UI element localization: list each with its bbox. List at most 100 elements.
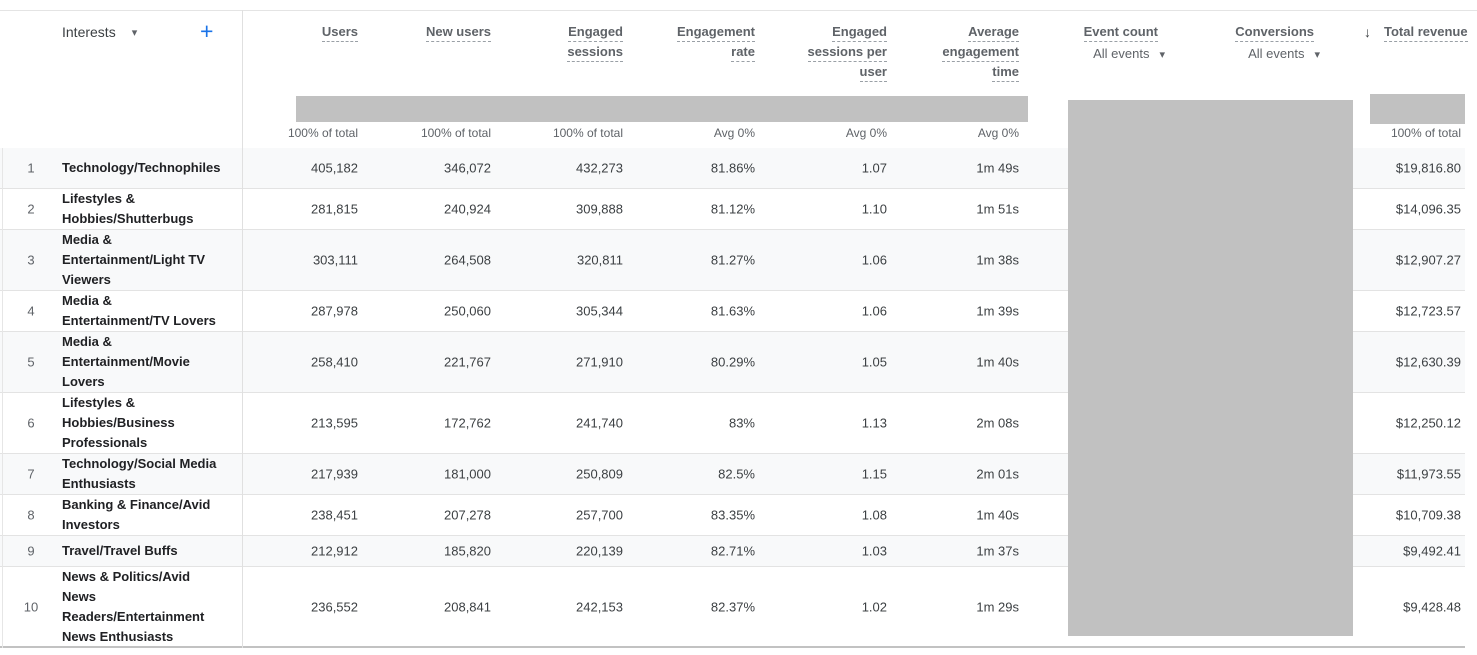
column-header-total_revenue[interactable]: Total revenue — [1384, 22, 1477, 42]
redacted-region-totals — [296, 96, 1028, 122]
cell-engagement_rate: 80.29% — [710, 354, 755, 370]
cell-average_engagement_time: 1m 40s — [976, 354, 1019, 370]
chevron-down-icon: ▾ — [1159, 49, 1165, 61]
filter-dropdown-label: All events — [1093, 46, 1150, 61]
cell-total_revenue: $12,630.39 — [1395, 354, 1461, 370]
column-header-label: Total revenue — [1384, 24, 1468, 42]
cell-engaged_sessions_per_user: 1.05 — [861, 354, 887, 370]
event_count-filter-dropdown[interactable]: All events ▾ — [1093, 44, 1165, 65]
column-summary-engaged_sessions: 100% of total — [552, 126, 623, 140]
conversions-filter-dropdown[interactable]: All events ▾ — [1248, 44, 1320, 65]
row-dimension-name: Technology/Technophiles — [62, 160, 221, 175]
filter-dropdown-label: All events — [1248, 46, 1305, 61]
column-header-label: New users — [425, 24, 491, 42]
cell-users: 236,552 — [311, 599, 358, 614]
row-index: 8 — [27, 507, 35, 523]
cell-engaged_sessions_per_user: 1.08 — [861, 507, 887, 523]
cell-average_engagement_time: 1m 38s — [976, 252, 1019, 268]
cell-engaged_sessions: 309,888 — [576, 201, 623, 217]
cell-new_users: 346,072 — [444, 160, 491, 176]
dimension-selector[interactable]: Interests ▾ — [62, 24, 137, 40]
redacted-region-revenue-total — [1370, 94, 1465, 124]
cell-average_engagement_time: 1m 40s — [976, 507, 1019, 523]
cell-total_revenue: $12,723.57 — [1395, 303, 1461, 319]
cell-average_engagement_time: 2m 01s — [976, 466, 1019, 482]
row-dimension-name: Technology/Social Media Enthusiasts — [62, 456, 217, 491]
cell-new_users: 264,508 — [444, 252, 491, 268]
column-header-label: rate — [731, 44, 755, 62]
cell-users: 303,111 — [312, 252, 358, 268]
table-left-border — [2, 148, 3, 648]
column-header-engaged_sessions_per_user[interactable]: Engaged sessions per user — [807, 22, 887, 82]
cell-engaged_sessions: 241,740 — [576, 415, 623, 431]
cell-engaged_sessions: 271,910 — [576, 354, 623, 370]
cell-engaged_sessions: 432,273 — [576, 160, 623, 176]
chevron-down-icon: ▾ — [1314, 49, 1320, 61]
row-dimension-name: Travel/Travel Buffs — [62, 543, 178, 558]
cell-engaged_sessions_per_user: 1.02 — [861, 599, 887, 614]
cell-new_users: 207,278 — [444, 507, 491, 523]
row-index: 1 — [27, 160, 35, 176]
cell-total_revenue: $10,709.38 — [1395, 507, 1461, 523]
row-index: 4 — [27, 303, 35, 319]
column-header-users[interactable]: Users — [321, 22, 358, 42]
column-header-label: Users — [321, 24, 358, 42]
column-header-engagement_rate[interactable]: Engagement rate — [676, 22, 755, 62]
cell-total_revenue: $19,816.80 — [1395, 160, 1461, 176]
cell-total_revenue: $12,250.12 — [1395, 415, 1461, 431]
column-header-label: time — [992, 64, 1019, 82]
table-row: 10 News & Politics/Avid News Readers/Ente… — [0, 567, 1465, 648]
column-summary-average_engagement_time: Avg 0% — [977, 126, 1019, 140]
column-header-average_engagement_time[interactable]: Average engagement time — [942, 22, 1019, 82]
column-header-new_users[interactable]: New users — [425, 22, 491, 42]
cell-users: 213,595 — [311, 415, 358, 431]
table-row: 6 Lifestyles & Hobbies/Business Professio… — [0, 393, 1465, 454]
table-top-rule — [0, 10, 1477, 11]
cell-average_engagement_time: 1m 49s — [976, 160, 1019, 176]
column-header-label: Engaged — [568, 24, 623, 42]
cell-average_engagement_time: 1m 29s — [976, 599, 1019, 614]
cell-engagement_rate: 83.35% — [710, 507, 755, 523]
column-header-event_count[interactable]: Event count — [1083, 22, 1158, 42]
column-header-engaged_sessions[interactable]: Engaged sessions — [567, 22, 623, 62]
column-header-conversions[interactable]: Conversions — [1235, 22, 1314, 42]
cell-users: 287,978 — [311, 303, 358, 319]
cell-average_engagement_time: 1m 39s — [976, 303, 1019, 319]
dimension-selector-label: Interests — [62, 24, 116, 40]
table-row: 8 Banking & Finance/Avid Investors 238,451… — [0, 495, 1465, 536]
column-header-label: Engaged — [832, 24, 887, 42]
cell-engagement_rate: 83% — [728, 415, 755, 431]
column-summary-new_users: 100% of total — [420, 126, 491, 140]
cell-engaged_sessions_per_user: 1.07 — [861, 160, 887, 176]
cell-engaged_sessions_per_user: 1.03 — [861, 543, 887, 559]
cell-new_users: 185,820 — [444, 543, 491, 559]
cell-engaged_sessions: 250,809 — [576, 466, 623, 482]
row-dimension-name: News & Politics/Avid News Readers/Entert… — [62, 568, 205, 644]
column-summary-total_revenue: 100% of total — [1390, 126, 1461, 140]
column-header-label: Average — [968, 24, 1019, 42]
cell-engagement_rate: 81.63% — [710, 303, 755, 319]
cell-engaged_sessions_per_user: 1.06 — [861, 252, 887, 268]
cell-engaged_sessions: 305,344 — [576, 303, 623, 319]
cell-engaged_sessions: 257,700 — [576, 507, 623, 523]
cell-users: 405,182 — [311, 160, 358, 176]
row-dimension-name: Media & Entertainment/TV Lovers — [62, 293, 216, 328]
row-dimension-name: Banking & Finance/Avid Investors — [62, 497, 211, 532]
row-dimension-name: Lifestyles & Hobbies/Shutterbugs — [62, 191, 194, 226]
cell-users: 217,939 — [311, 466, 358, 482]
add-dimension-button[interactable]: + — [200, 18, 214, 44]
cell-new_users: 172,762 — [444, 415, 491, 431]
table-row: 2 Lifestyles & Hobbies/Shutterbugs 281,815… — [0, 189, 1465, 230]
row-index: 5 — [27, 354, 35, 370]
cell-new_users: 221,767 — [444, 354, 491, 370]
cell-engagement_rate: 81.86% — [710, 160, 755, 176]
row-index: 10 — [23, 599, 39, 614]
cell-engaged_sessions: 242,153 — [576, 599, 623, 614]
row-index: 2 — [27, 201, 35, 217]
row-dimension-name: Media & Entertainment/Light TV Viewers — [62, 232, 205, 287]
column-header-label: Conversions — [1235, 24, 1314, 42]
column-header-label: user — [859, 64, 887, 82]
cell-total_revenue: $9,492.41 — [1403, 543, 1461, 559]
cell-total_revenue: $11,973.55 — [1396, 466, 1461, 482]
